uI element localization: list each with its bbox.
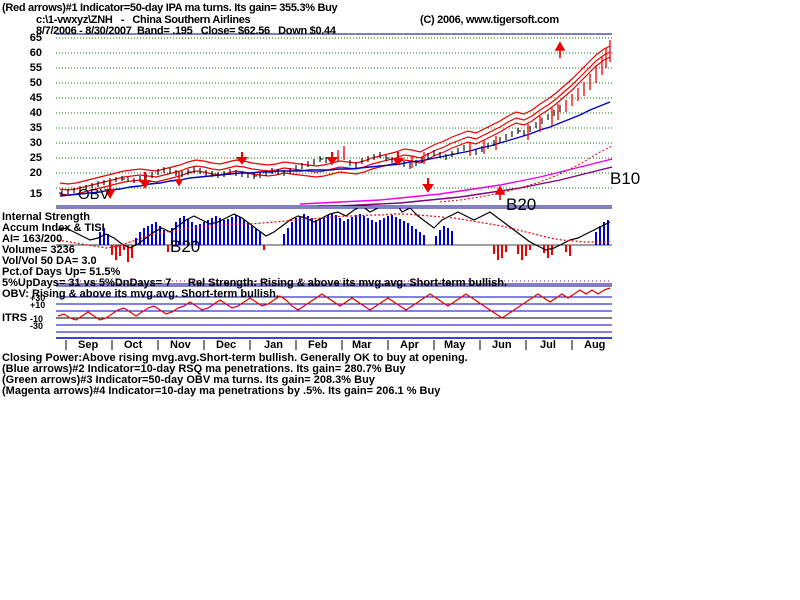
up-dn-days-value: 5%UpDays= 31 vs 5%DnDays= 7: [2, 277, 172, 289]
rel-strength-status: Rel Strength: Rising & above its mvg.avg…: [188, 277, 508, 289]
month-label-jul: Jul: [540, 339, 556, 351]
month-label-aug: Aug: [584, 339, 606, 351]
ai-value: AI= 163/200: [2, 233, 63, 245]
red-signal-arrows: [104, 152, 434, 200]
y-axis-label-60: 60: [29, 47, 42, 59]
accum-histogram-red: [111, 245, 571, 262]
upper-band-line: [59, 45, 611, 185]
itrs-scale-lines: [56, 296, 612, 333]
month-label-jun: Jun: [492, 339, 512, 351]
month-label-mar: Mar: [352, 339, 372, 351]
y-axis-label-25: 25: [29, 152, 42, 164]
tisi-overlay-line: [57, 208, 611, 251]
month-label-jan: Jan: [264, 339, 283, 351]
itrs-scale-plus10: +10: [30, 300, 46, 310]
magenta-moving-average: [299, 158, 612, 205]
y-axis-label-65: 65: [29, 32, 42, 44]
indicator-4-legend: (Magenta arrows)#4 Indicator=10-day ma p…: [2, 385, 441, 397]
internal-strength-title: Internal Strength: [2, 211, 91, 223]
accum-index-tisi-label: Accum Index & TISI: [2, 222, 105, 234]
accum-histogram-blue: [99, 213, 609, 245]
copyright-notice: (C) 2006, www.tigersoft.com: [420, 14, 559, 26]
volume-value: Volume= 3236: [2, 244, 75, 256]
y-axis-label-45: 45: [29, 92, 42, 104]
y-axis-label-30: 30: [29, 137, 42, 149]
b10-annotation: B10: [610, 169, 641, 188]
purple-moving-average: [305, 166, 612, 206]
month-label-feb: Feb: [308, 339, 328, 351]
b20-annotation-strength: B20: [170, 237, 201, 256]
blue-moving-average: [59, 101, 611, 197]
month-label-apr: Apr: [400, 339, 419, 351]
month-label-sep: Sep: [78, 339, 99, 351]
month-label-oct: Oct: [124, 339, 143, 351]
closing-power-line: [57, 287, 611, 321]
indicator-3-legend: (Green arrows)#3 Indicator=50-day OBV ma…: [2, 374, 375, 386]
accum-red-dotted-line: [57, 213, 610, 249]
symbol-path-title: c:\1-vwxyz\ZNH - China Southern Airlines: [36, 14, 251, 26]
pct-days-up-value: Pct.of Days Up= 51.5%: [2, 266, 121, 278]
itrs-label: ITRS: [2, 312, 28, 324]
price-bar-ticks: [59, 130, 521, 194]
obv-chart-label: OBV: [78, 186, 110, 203]
vol-ratio-value: Vol/Vol 50 DA= 3.0: [2, 255, 97, 267]
month-label-nov: Nov: [170, 339, 191, 351]
y-axis-label-35: 35: [29, 122, 42, 134]
y-axis-label-50: 50: [29, 77, 42, 89]
indicator-1-header: (Red arrows)#1 Indicator=50-day IPA ma t…: [2, 2, 338, 14]
obv-status: OBV: Rising & above its mvg.avg. Short-t…: [2, 288, 279, 300]
itrs-scale-minus30: -30: [30, 321, 44, 331]
b20-annotation-price: B20: [506, 195, 537, 214]
month-label-dec: Dec: [216, 339, 237, 351]
closing-power-status: Closing Power:Above rising mvg.avg.Short…: [2, 352, 468, 364]
y-axis-label-20: 20: [29, 167, 42, 179]
itrs-scale-plus30: +30: [30, 293, 46, 303]
month-label-may: May: [444, 339, 466, 351]
y-axis-label-55: 55: [29, 62, 42, 74]
lower-band-line: [59, 56, 611, 196]
red-dotted-guide: [439, 145, 612, 203]
indicator-2-legend: (Blue arrows)#2 Indicator=10-day RSQ ma …: [2, 363, 406, 375]
price-bars-red: [337, 40, 611, 168]
itrs-scale-minus10: -10: [30, 314, 44, 324]
date-range-stats: 8/7/2006 - 8/30/2007 Band= .195 Close= $…: [36, 25, 336, 37]
y-axis-label-15: 15: [29, 188, 42, 200]
month-tick-marks: [65, 340, 573, 350]
y-axis-label-40: 40: [29, 107, 42, 119]
